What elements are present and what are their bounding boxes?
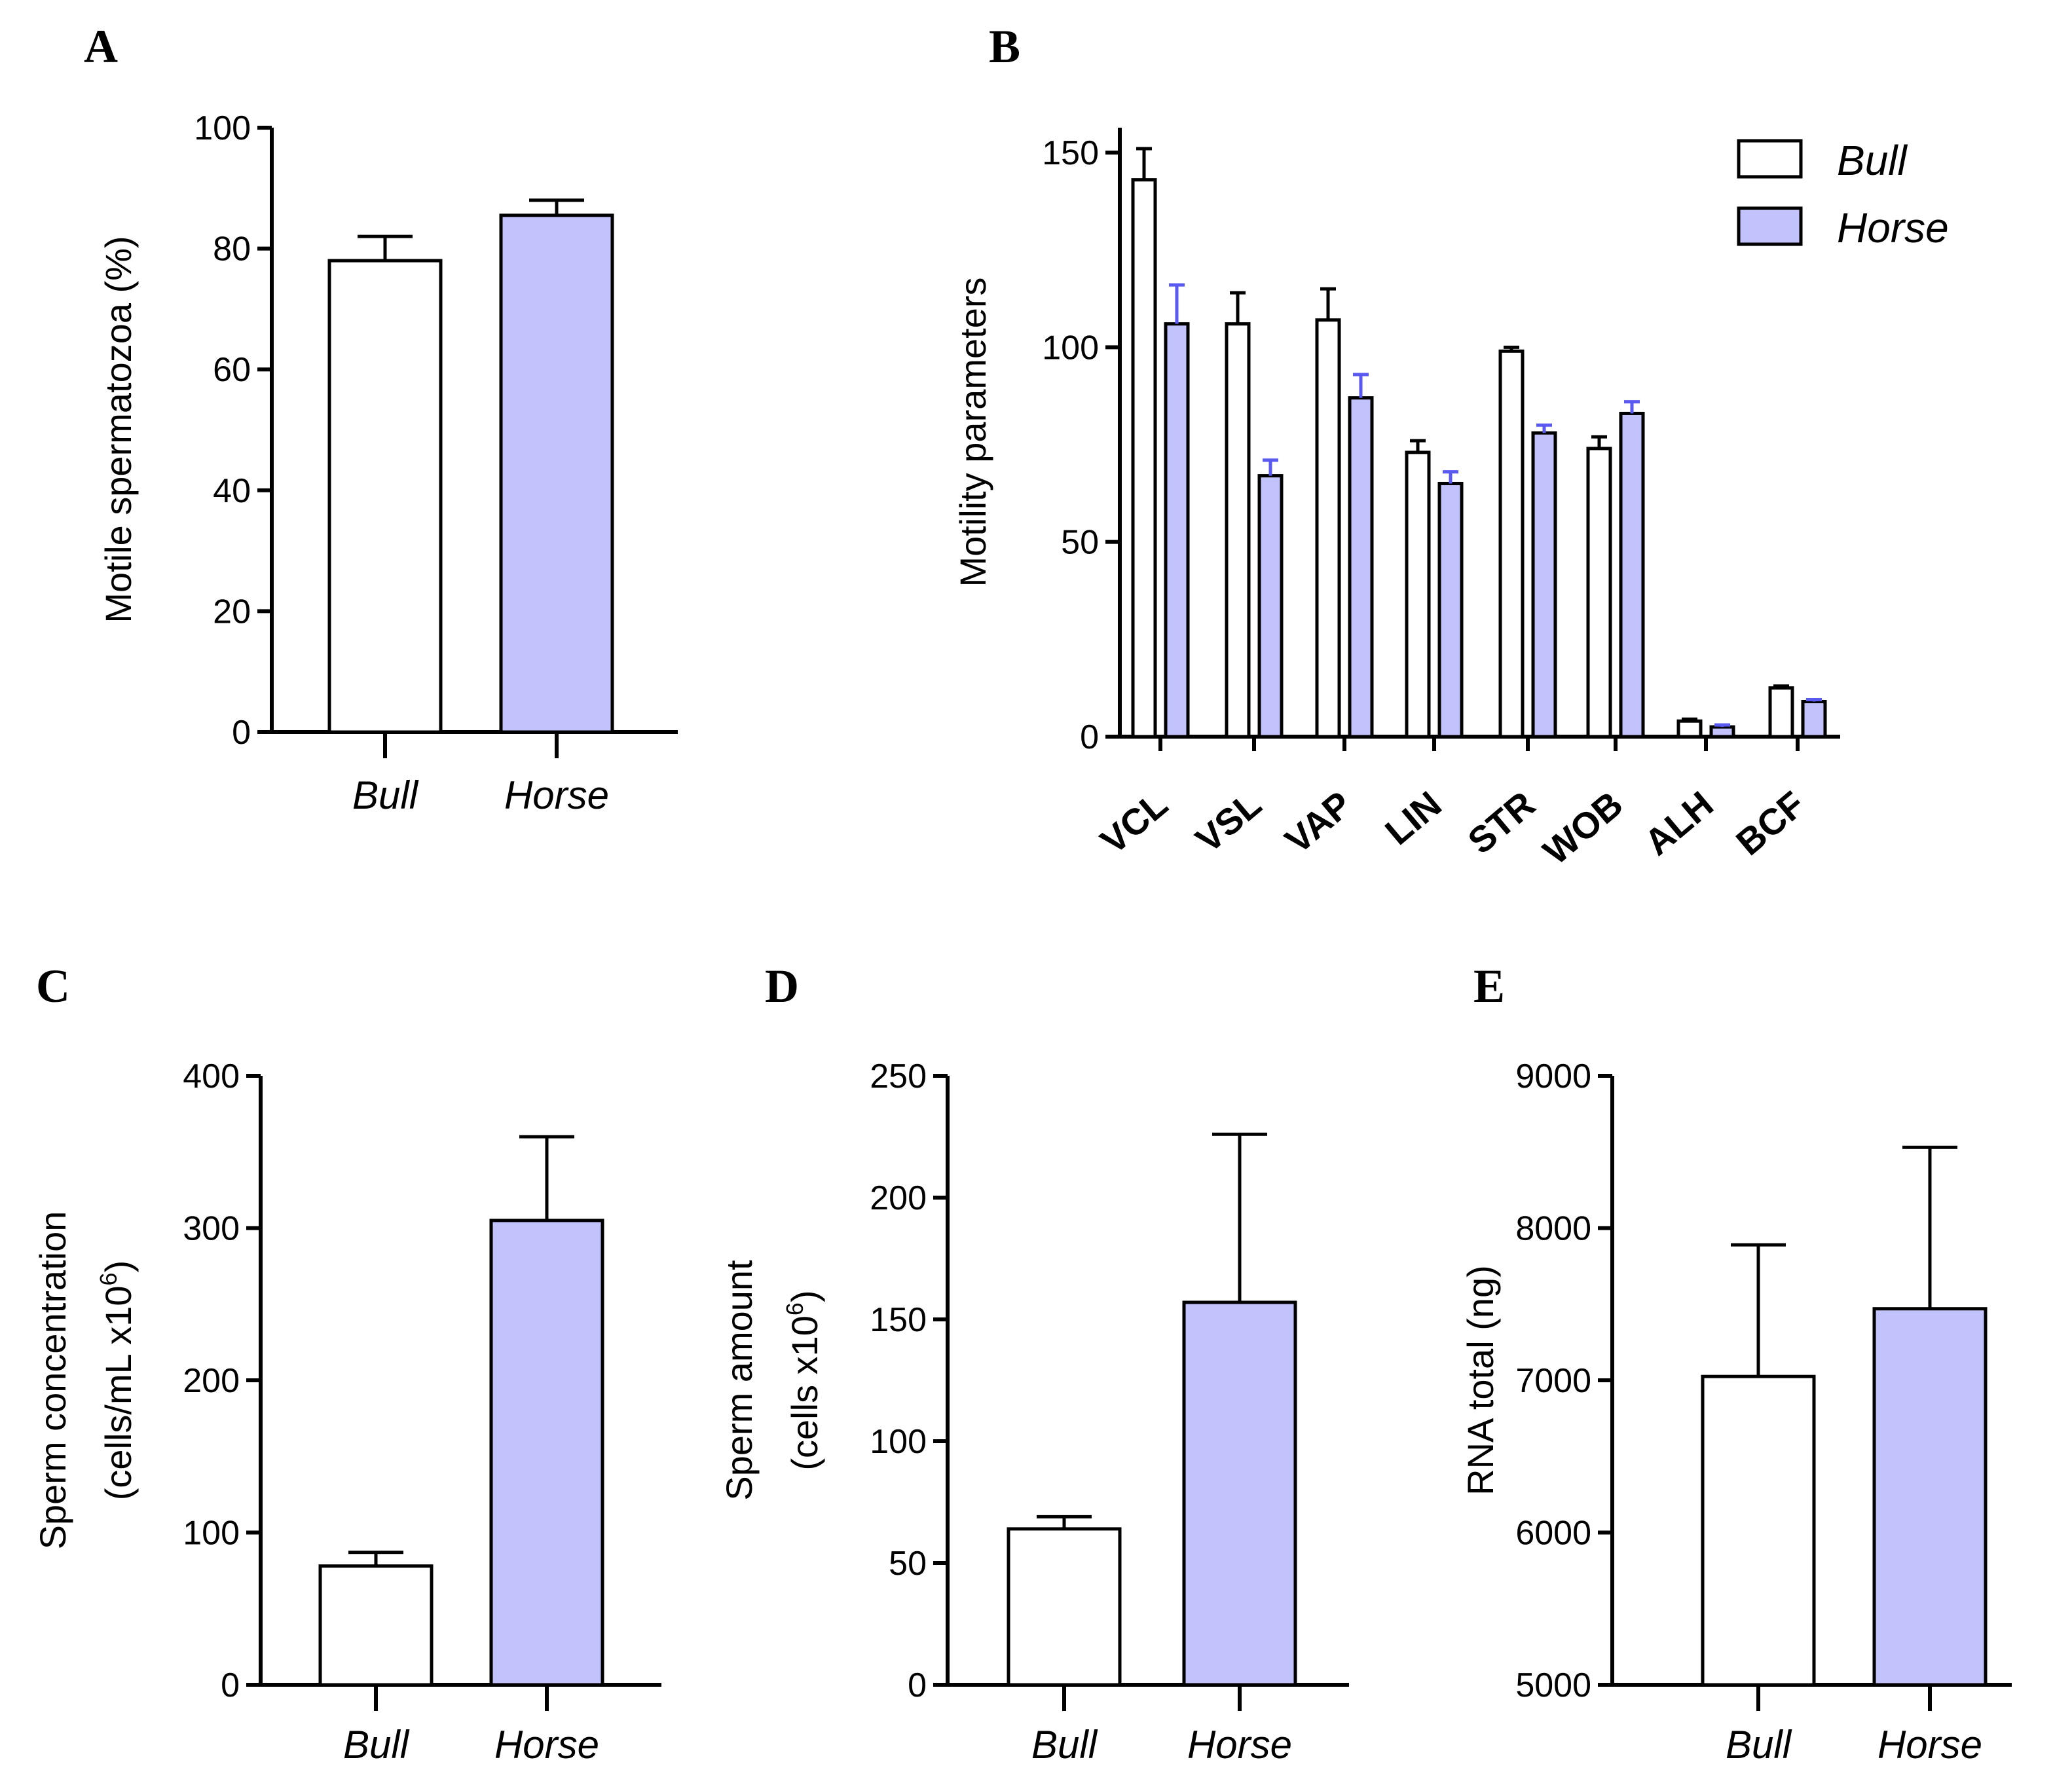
panel-label-a: A bbox=[84, 20, 118, 73]
x-tick-label-bull: Bull bbox=[343, 1723, 410, 1767]
y-tick-label: 100 bbox=[870, 1423, 927, 1461]
bar-horse-str bbox=[1531, 431, 1557, 739]
bar-bull bbox=[318, 1564, 434, 1687]
y-tick-label: 5000 bbox=[1515, 1666, 1591, 1704]
x-tick-label-horse: Horse bbox=[494, 1723, 599, 1767]
x-tick-label: WOB bbox=[1535, 783, 1630, 872]
y-tick-label: 0 bbox=[1080, 718, 1099, 756]
bar-bull-vcl bbox=[1131, 178, 1157, 739]
bar-horse bbox=[499, 213, 614, 734]
y-tick-label: 300 bbox=[183, 1210, 240, 1248]
bar-bull-bcf bbox=[1768, 686, 1794, 739]
legend-swatch-horse bbox=[1737, 206, 1803, 246]
x-tick-label-horse: Horse bbox=[1187, 1723, 1292, 1767]
y-tick-label: 100 bbox=[194, 109, 251, 147]
legend-label-horse: Horse bbox=[1837, 204, 1949, 251]
x-tick-label-bull: Bull bbox=[352, 773, 419, 817]
y-axis-units-close: ) bbox=[784, 1290, 825, 1302]
x-tick-label: VSL bbox=[1188, 783, 1269, 860]
bar-horse bbox=[489, 1219, 604, 1687]
bar-horse-vsl bbox=[1257, 474, 1284, 739]
y-tick-label: 9000 bbox=[1515, 1057, 1591, 1095]
x-tick-label: VCL bbox=[1092, 783, 1175, 862]
y-tick-label: 7000 bbox=[1515, 1362, 1591, 1400]
chart-c: 0 100 200 300 400 Sperm concentration (cells/m… bbox=[32, 1057, 661, 1767]
y-axis-label: Sperm concentration bbox=[32, 1211, 73, 1550]
x-tick-label-bull: Bull bbox=[1031, 1723, 1098, 1767]
y-axis-units-superscript: 6 bbox=[781, 1302, 808, 1315]
panel-label-c: C bbox=[36, 960, 70, 1012]
panel-label-d: D bbox=[765, 960, 799, 1012]
bar-horse-vcl bbox=[1164, 322, 1190, 739]
y-tick-label: 100 bbox=[183, 1515, 240, 1553]
bar-bull bbox=[1701, 1374, 1816, 1687]
y-axis-label-units: (cells x106) bbox=[781, 1290, 825, 1470]
x-tick-label: LIN bbox=[1377, 783, 1449, 853]
y-tick-label: 80 bbox=[213, 230, 251, 268]
x-tick-label: VAP bbox=[1277, 783, 1360, 862]
y-axis-label: RNA total (ng) bbox=[1460, 1265, 1501, 1496]
y-tick-label: 50 bbox=[889, 1545, 927, 1583]
bar-horse-alh bbox=[1709, 725, 1735, 739]
y-axis-units-text: (cells x10 bbox=[784, 1315, 825, 1471]
y-tick-label: 0 bbox=[232, 714, 251, 752]
y-axis-label: Motile spermatozoa (%) bbox=[98, 236, 139, 623]
y-tick-label: 20 bbox=[213, 593, 251, 631]
y-tick-label: 0 bbox=[221, 1666, 240, 1704]
y-axis-units-superscript: 6 bbox=[95, 1272, 122, 1285]
x-tick-label: STR bbox=[1460, 783, 1542, 862]
bar-bull-wob bbox=[1586, 447, 1612, 739]
y-tick-label: 200 bbox=[183, 1362, 240, 1400]
panel-label-e: E bbox=[1473, 960, 1505, 1012]
y-tick-label: 0 bbox=[908, 1666, 927, 1704]
x-tick-label: BCF bbox=[1728, 783, 1813, 863]
chart-b: 0 50 100 150 Motility parameters VCL VSL VAP LIN… bbox=[952, 128, 1949, 872]
y-tick-label: 50 bbox=[1061, 524, 1099, 562]
legend-swatch-bull bbox=[1737, 139, 1803, 179]
x-tick-label-horse: Horse bbox=[1878, 1723, 1982, 1767]
chart-e: 5000 6000 7000 8000 9000 RNA total (ng) Bull Ho… bbox=[1460, 1057, 2012, 1767]
y-tick-label: 6000 bbox=[1515, 1515, 1591, 1553]
bar-bull-str bbox=[1498, 349, 1525, 739]
bar-bull-lin bbox=[1405, 450, 1431, 739]
x-tick-label-horse: Horse bbox=[504, 773, 609, 817]
y-axis-label: Sperm amount bbox=[718, 1260, 760, 1501]
y-axis-units-close: ) bbox=[98, 1260, 139, 1273]
bar-bull bbox=[327, 259, 443, 734]
panel-label-b: B bbox=[989, 20, 1020, 73]
y-tick-label: 40 bbox=[213, 472, 251, 510]
y-axis-units-text: (cells/mL x10 bbox=[98, 1285, 139, 1500]
x-tick-label: ALH bbox=[1637, 783, 1721, 863]
y-tick-label: 150 bbox=[1042, 134, 1099, 172]
bar-horse-lin bbox=[1437, 481, 1464, 739]
y-tick-label: 400 bbox=[183, 1057, 240, 1095]
bar-bull bbox=[1007, 1527, 1122, 1687]
y-tick-label: 60 bbox=[213, 351, 251, 389]
y-tick-label: 250 bbox=[870, 1057, 927, 1095]
bar-bull-alh bbox=[1676, 719, 1703, 739]
bar-horse bbox=[1872, 1307, 1988, 1687]
bar-horse-vap bbox=[1348, 396, 1374, 739]
y-tick-label: 100 bbox=[1042, 329, 1099, 367]
bar-horse bbox=[1182, 1300, 1297, 1687]
x-tick-label-bull: Bull bbox=[1726, 1723, 1792, 1767]
bar-bull-vsl bbox=[1225, 322, 1251, 739]
y-axis-label: Motility parameters bbox=[952, 277, 993, 587]
chart-d: 0 50 100 150 200 250 Sperm amount (cells x106) B… bbox=[718, 1057, 1349, 1767]
y-tick-label: 200 bbox=[870, 1179, 927, 1217]
legend-label-bull: Bull bbox=[1837, 137, 1908, 184]
y-tick-label: 8000 bbox=[1515, 1210, 1591, 1248]
y-axis-label-units: (cells/mL x106) bbox=[95, 1260, 139, 1500]
y-tick-label: 150 bbox=[870, 1301, 927, 1339]
bar-bull-vap bbox=[1315, 318, 1341, 739]
bar-horse-wob bbox=[1619, 411, 1645, 739]
chart-a: 0 20 40 60 80 100 Motile spermatozoa (%) Bull Ho… bbox=[98, 109, 678, 817]
bar-horse-bcf bbox=[1801, 699, 1827, 739]
